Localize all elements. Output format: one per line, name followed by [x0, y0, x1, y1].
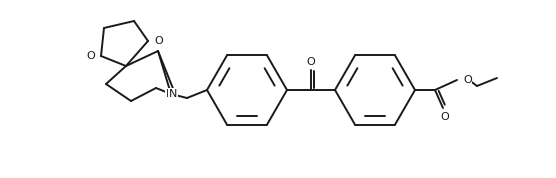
Text: N: N — [166, 89, 174, 99]
Text: O: O — [306, 57, 315, 67]
Text: N: N — [169, 89, 177, 99]
Text: O: O — [440, 112, 449, 122]
Text: O: O — [463, 75, 471, 85]
Text: O: O — [86, 51, 95, 61]
Text: O: O — [154, 36, 163, 46]
